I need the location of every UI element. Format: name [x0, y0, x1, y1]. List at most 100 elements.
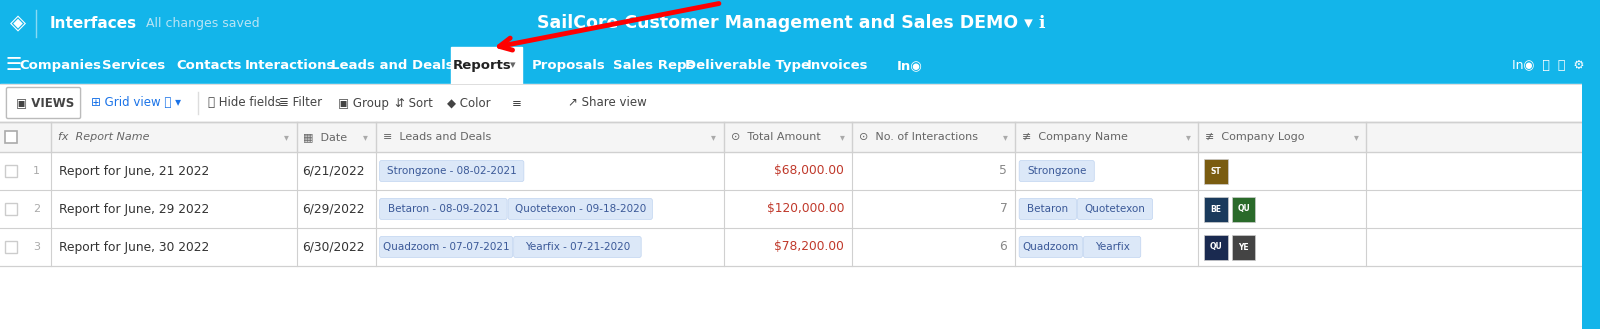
Text: Contacts: Contacts	[178, 59, 242, 72]
Text: Interfaces: Interfaces	[50, 16, 136, 31]
Text: 6/29/2022: 6/29/2022	[302, 203, 365, 215]
FancyBboxPatch shape	[379, 161, 523, 182]
Text: 6/21/2022: 6/21/2022	[302, 164, 365, 178]
Text: Report for June, 21 2022: Report for June, 21 2022	[59, 164, 210, 178]
Text: ST: ST	[1211, 166, 1221, 175]
Text: Strongzone: Strongzone	[1027, 166, 1086, 176]
Text: Quadzoom - 07-07-2021: Quadzoom - 07-07-2021	[382, 242, 509, 252]
Text: Quadzoom: Quadzoom	[1022, 242, 1078, 252]
FancyBboxPatch shape	[379, 237, 512, 258]
Text: Sales Reps: Sales Reps	[613, 59, 694, 72]
Text: ▾: ▾	[1003, 132, 1008, 142]
Bar	[1205, 197, 1227, 222]
Text: In◉  ➕  🗑  ⚙: In◉ ➕ 🗑 ⚙	[1512, 59, 1586, 72]
Bar	[1232, 197, 1256, 222]
Text: Quotetexon: Quotetexon	[1085, 204, 1146, 214]
Text: Betaron: Betaron	[1027, 204, 1069, 214]
Text: Interactions: Interactions	[245, 59, 334, 72]
Bar	[5, 131, 18, 143]
FancyBboxPatch shape	[379, 198, 507, 219]
Text: ≡  Leads and Deals: ≡ Leads and Deals	[382, 132, 491, 142]
Bar	[0, 266, 1582, 329]
Text: $68,000.00: $68,000.00	[774, 164, 845, 178]
Text: All changes saved: All changes saved	[146, 17, 259, 30]
Text: QU: QU	[1237, 205, 1250, 214]
Text: ▾: ▾	[712, 132, 717, 142]
Text: QU: QU	[1210, 242, 1222, 251]
Text: Betaron - 08-09-2021: Betaron - 08-09-2021	[387, 204, 499, 214]
Text: ☰: ☰	[6, 57, 22, 74]
Text: ≢  Company Logo: ≢ Company Logo	[1205, 132, 1304, 142]
Text: YE: YE	[1238, 242, 1250, 251]
Bar	[1205, 159, 1227, 184]
Text: 1: 1	[34, 166, 40, 176]
Text: 5: 5	[1000, 164, 1008, 178]
Text: Yearfix - 07-21-2020: Yearfix - 07-21-2020	[525, 242, 630, 252]
Text: ▾: ▾	[1186, 132, 1190, 142]
Bar	[0, 0, 1582, 47]
Bar	[451, 47, 522, 84]
Text: ▾: ▾	[363, 132, 368, 142]
Text: Quotetexon - 09-18-2020: Quotetexon - 09-18-2020	[515, 204, 646, 214]
FancyBboxPatch shape	[1083, 237, 1141, 258]
Text: SailCore Customer Management and Sales DEMO ▾ ℹ: SailCore Customer Management and Sales D…	[536, 14, 1045, 33]
Text: Deliverable Type: Deliverable Type	[685, 59, 810, 72]
Text: BE: BE	[1210, 205, 1221, 214]
Text: Invoices: Invoices	[806, 59, 869, 72]
FancyBboxPatch shape	[509, 198, 653, 219]
Text: ▾: ▾	[1354, 132, 1358, 142]
Text: In◉: In◉	[898, 59, 923, 72]
FancyBboxPatch shape	[6, 88, 80, 118]
Text: ▾: ▾	[285, 132, 290, 142]
Bar	[5, 165, 18, 177]
Text: ≢  Company Name: ≢ Company Name	[1022, 132, 1128, 142]
Text: ↗ Share view: ↗ Share view	[568, 96, 646, 110]
Bar	[1232, 235, 1256, 260]
Text: Report for June, 29 2022: Report for June, 29 2022	[59, 203, 210, 215]
Text: ▾: ▾	[510, 61, 515, 70]
Text: Report for June, 30 2022: Report for June, 30 2022	[59, 240, 210, 254]
Text: ⊙  Total Amount: ⊙ Total Amount	[731, 132, 821, 142]
Text: 3: 3	[34, 242, 40, 252]
FancyBboxPatch shape	[1019, 237, 1083, 258]
Text: ◈: ◈	[10, 13, 26, 34]
Bar	[5, 241, 18, 253]
Bar	[5, 203, 18, 215]
Text: Strongzone - 08-02-2021: Strongzone - 08-02-2021	[387, 166, 517, 176]
Text: ⧸ Hide fields: ⧸ Hide fields	[208, 96, 280, 110]
Text: ≣ Filter: ≣ Filter	[278, 96, 322, 110]
Text: fx  Report Name: fx Report Name	[58, 132, 150, 142]
Text: Yearfix: Yearfix	[1094, 242, 1130, 252]
Text: $120,000.00: $120,000.00	[766, 203, 845, 215]
Text: ⇵ Sort: ⇵ Sort	[395, 96, 434, 110]
Text: ▣ Group: ▣ Group	[338, 96, 389, 110]
Text: ▣ VIEWS: ▣ VIEWS	[16, 96, 74, 110]
Text: ⊙  No. of Interactions: ⊙ No. of Interactions	[859, 132, 978, 142]
Text: ◆ Color: ◆ Color	[446, 96, 491, 110]
Text: Leads and Deals: Leads and Deals	[331, 59, 454, 72]
Text: ⊞ Grid view 👥 ▾: ⊞ Grid view 👥 ▾	[91, 96, 181, 110]
Bar	[1205, 235, 1227, 260]
Text: ▾: ▾	[840, 132, 845, 142]
Bar	[0, 228, 1582, 266]
Text: ▦  Date: ▦ Date	[304, 132, 347, 142]
FancyBboxPatch shape	[1019, 161, 1094, 182]
Text: Companies: Companies	[19, 59, 101, 72]
Text: 7: 7	[1000, 203, 1008, 215]
FancyBboxPatch shape	[1019, 198, 1077, 219]
Text: 6: 6	[1000, 240, 1008, 254]
Text: 6/30/2022: 6/30/2022	[302, 240, 365, 254]
Bar	[0, 190, 1582, 228]
FancyBboxPatch shape	[514, 237, 642, 258]
Bar	[0, 152, 1582, 190]
Text: Proposals: Proposals	[531, 59, 605, 72]
Text: ≡: ≡	[512, 96, 522, 110]
Bar	[0, 122, 1582, 152]
Text: Services: Services	[102, 59, 165, 72]
FancyBboxPatch shape	[1077, 198, 1152, 219]
Bar	[0, 84, 1582, 122]
Text: $78,200.00: $78,200.00	[774, 240, 845, 254]
Text: 2: 2	[34, 204, 40, 214]
Bar	[0, 47, 1582, 84]
Text: Reports: Reports	[453, 59, 512, 72]
